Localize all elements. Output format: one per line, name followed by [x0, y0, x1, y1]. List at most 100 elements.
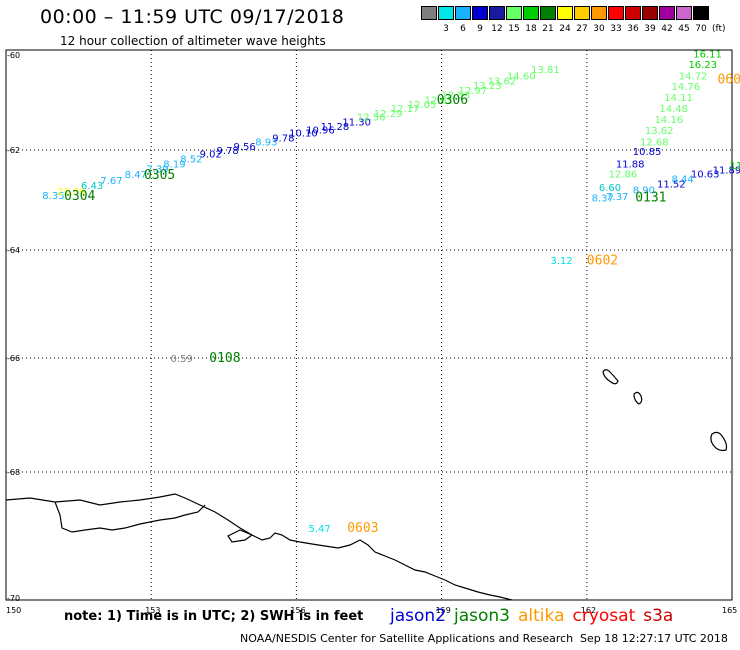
- scale-label: 9: [477, 24, 483, 34]
- latitude-label: -64: [7, 246, 20, 255]
- latitude-label: -68: [7, 468, 20, 477]
- satellite-legend-entry: jason3: [454, 606, 510, 626]
- scale-label: 3: [443, 24, 449, 34]
- wave-height-value: 9.78: [272, 133, 294, 144]
- wave-height-value: 16.23: [688, 60, 717, 71]
- antarctic-coastline: [5, 493, 513, 601]
- wave-height-value: 14.16: [655, 115, 684, 126]
- scale-swatch: [489, 6, 505, 20]
- scale-label: 70: [695, 24, 707, 34]
- scale-label: 21: [542, 24, 554, 34]
- scale-label: 36: [627, 24, 639, 34]
- wave-height-value: 8.47: [125, 170, 147, 181]
- credit-line: NOAA/NESDIS Center for Satellite Applica…: [240, 632, 574, 645]
- coast-inlet: [54, 501, 206, 533]
- wave-height-value: 8.90: [633, 186, 655, 197]
- satellite-legend-entry: jason2: [390, 606, 446, 626]
- balleny-island-2: [633, 391, 643, 405]
- lat-lon-grid: [6, 50, 732, 600]
- wave-height-value: 14.72: [679, 72, 708, 83]
- wave-height-value: 11.28: [321, 122, 350, 133]
- satellite-legend-entry: altika: [518, 606, 565, 626]
- wave-height-value: 11.84: [730, 161, 740, 172]
- wave-height-value: 12.53: [442, 91, 471, 102]
- pass-time-label: 0108: [209, 351, 240, 366]
- wave-height-value: 13.81: [531, 65, 560, 76]
- wave-height-value: 8.19: [163, 160, 185, 171]
- scale-label: 18: [525, 24, 537, 34]
- wave-height-value: 7.67: [100, 176, 122, 187]
- longitude-label: 159: [436, 606, 451, 615]
- balleny-island-1: [602, 369, 619, 385]
- pass-time-label: 0305: [144, 168, 175, 183]
- scale-swatch: [574, 6, 590, 20]
- scale-label: 6: [460, 24, 466, 34]
- scale-swatch: [540, 6, 556, 20]
- wave-height-value: 11.89: [713, 166, 740, 177]
- wave-height-value: 12.86: [609, 170, 638, 181]
- pass-time-label: 0131: [635, 191, 666, 206]
- pass-time-label: 0603: [347, 521, 378, 536]
- latitude-label: -60: [7, 51, 20, 60]
- satellite-legend: jason2 jason3 altika cryosat s3a: [390, 606, 681, 626]
- longitude-labels: 150 153 156 159 162 165: [6, 606, 737, 615]
- latitude-labels: -60 -62 -64 -66 -68 -70: [7, 51, 20, 603]
- pass-time-label: 0306: [437, 93, 468, 108]
- wave-height-value: 11.52: [657, 180, 686, 191]
- scale-swatch: [523, 6, 539, 20]
- generated-timestamp: Sep 18 12:27:17 UTC 2018: [580, 632, 728, 645]
- wave-height-value: 7.37: [606, 192, 628, 203]
- scale-swatch: [591, 6, 607, 20]
- wave-height-value: 7.39: [146, 165, 168, 176]
- wave-height-value: 12.61: [425, 95, 454, 106]
- wave-height-value: 5.47: [309, 524, 331, 535]
- wave-height-value: 14.48: [659, 104, 688, 115]
- latitude-label: -62: [7, 146, 20, 155]
- longitude-label: 150: [6, 606, 21, 615]
- wave-height-value: 6.43: [81, 181, 103, 192]
- latitude-label: -70: [7, 594, 20, 603]
- chart-title: 00:00 – 11:59 UTC 09/17/2018: [40, 6, 345, 28]
- wave-height-value: 23.09: [57, 187, 86, 198]
- wave-height-value: 0.59: [171, 354, 193, 365]
- wave-height-value: 12.17: [391, 104, 420, 115]
- scale-unit: (ft): [712, 24, 726, 34]
- scale-swatch: [455, 6, 471, 20]
- scale-swatch: [676, 6, 692, 20]
- wave-height-value: 12.56: [357, 113, 386, 124]
- wave-height-value: 12.05: [408, 100, 437, 111]
- scale-swatch: [557, 6, 573, 20]
- wave-height-value: 12.29: [374, 109, 403, 120]
- scale-label: 15: [508, 24, 520, 34]
- footnote: note: 1) Time is in UTC; 2) SWH is in fe…: [64, 609, 364, 624]
- wave-height-value: 8.44: [672, 175, 694, 186]
- scale-swatch: [642, 6, 658, 20]
- wave-height-value: 9.56: [233, 142, 255, 153]
- scale-label: 33: [610, 24, 622, 34]
- wave-height-value: 9.78: [217, 146, 239, 157]
- scale-label: 42: [661, 24, 673, 34]
- wave-height-value: 9.02: [200, 150, 222, 161]
- scale-swatch: [659, 6, 675, 20]
- scale-label: 39: [644, 24, 656, 34]
- balleny-island-3: [710, 431, 728, 452]
- wave-height-value: 14.76: [672, 82, 701, 93]
- wave-height-value: 14.60: [507, 72, 536, 83]
- pass-time-label: 060: [717, 73, 740, 88]
- longitude-label: 165: [722, 606, 737, 615]
- wave-height-value: 11.88: [616, 160, 645, 171]
- satellite-legend-entry: s3a: [643, 606, 674, 626]
- pass-time-labels: 0304 0305 0306 0131 0602 0108 0603 060: [64, 73, 740, 536]
- scale-swatch: [693, 6, 709, 20]
- wave-height-value: 10.85: [633, 147, 662, 158]
- wave-height-value: 3.12: [551, 256, 573, 267]
- wave-height-value: 14.11: [664, 93, 693, 104]
- wave-height-value: 13.62: [645, 126, 674, 137]
- wave-height-value: 12.68: [640, 137, 669, 148]
- scale-label: 30: [593, 24, 605, 34]
- wave-height-value: 8.93: [255, 137, 277, 148]
- satellite-legend-entry: cryosat: [572, 606, 636, 626]
- scale-swatch: [472, 6, 488, 20]
